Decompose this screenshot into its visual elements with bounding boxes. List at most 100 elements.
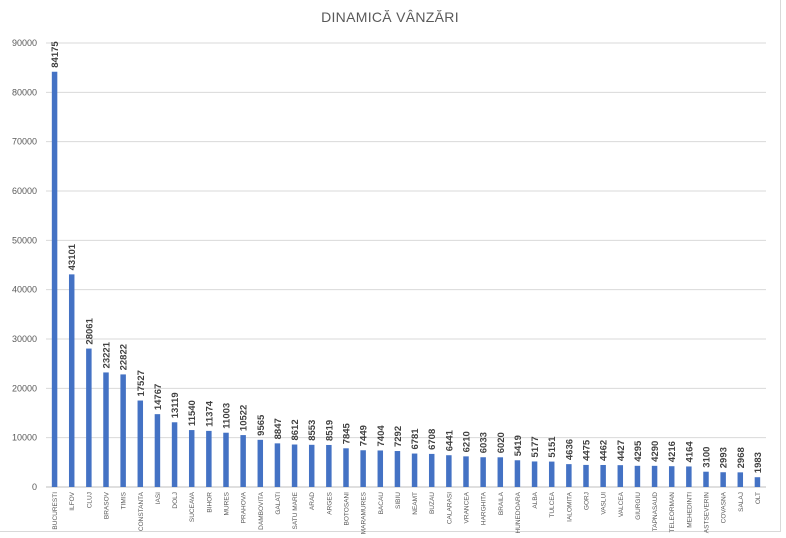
- x-tick-label: VALCEA: [618, 491, 625, 517]
- data-label: 9565: [256, 414, 267, 436]
- x-tick-label: CALARASI: [446, 492, 453, 524]
- bar: [326, 444, 332, 487]
- bar: [428, 453, 435, 487]
- data-label: 11374: [204, 400, 215, 427]
- bar: [703, 471, 709, 487]
- bar: [497, 457, 504, 487]
- x-tick-label: SALAJ: [738, 492, 745, 512]
- data-label: 4462: [599, 440, 610, 461]
- bar: [68, 274, 75, 487]
- bar: [411, 453, 418, 487]
- x-tick-label: OLT: [755, 492, 762, 504]
- x-tick-label: HUNEDOARA: [515, 491, 522, 533]
- bar: [223, 432, 229, 487]
- data-label: 2993: [719, 447, 730, 468]
- y-tick-label: 90000: [12, 38, 37, 48]
- bar: [343, 448, 349, 487]
- data-label: 4216: [667, 441, 678, 462]
- bar: [617, 465, 624, 487]
- data-label: 7845: [342, 422, 353, 444]
- x-tick-label: PRAHOVA: [241, 491, 248, 523]
- x-tick-label: ARAD: [309, 492, 316, 510]
- bar: [394, 451, 401, 487]
- x-tick-label: NEAMT: [412, 492, 419, 515]
- x-tick-label: BIHOR: [206, 492, 213, 513]
- x-tick-label: SUCEAVA: [189, 491, 196, 522]
- bar: [600, 464, 606, 487]
- x-tick-label: TIMIS: [121, 491, 128, 509]
- data-label: 6441: [444, 429, 455, 451]
- y-tick-label: 70000: [12, 137, 37, 147]
- data-label: 5419: [513, 435, 524, 456]
- x-tick-label: ARGES: [326, 491, 333, 514]
- bar: [377, 450, 384, 487]
- x-tick-label: ILFOV: [69, 491, 76, 510]
- x-tick-label: ASTSEVERIN: [704, 492, 711, 533]
- data-label: 6033: [479, 432, 490, 453]
- bar: [668, 466, 675, 487]
- data-label: 7449: [359, 425, 370, 446]
- x-tick-label: BUZAU: [429, 492, 436, 514]
- bar: [103, 372, 109, 487]
- bar: [137, 400, 144, 487]
- bar: [274, 443, 281, 487]
- bar: [514, 460, 521, 487]
- bar: [154, 414, 161, 487]
- data-label: 4290: [650, 441, 661, 462]
- data-label: 43101: [67, 243, 78, 270]
- y-tick-label: 80000: [12, 87, 37, 97]
- bar: [240, 435, 246, 487]
- data-label: 13119: [170, 392, 181, 418]
- data-label: 22822: [119, 344, 130, 370]
- bar: [51, 71, 58, 487]
- x-tick-label: TAPNASAUD: [652, 492, 659, 532]
- data-label: 4164: [684, 441, 695, 463]
- x-tick-label: MURES: [224, 491, 231, 515]
- bar: [257, 439, 264, 487]
- bar: [634, 465, 641, 487]
- data-label: 4295: [633, 440, 644, 462]
- bar: [360, 450, 366, 487]
- data-label: 6781: [410, 428, 421, 450]
- x-tick-label: SATU MARE: [292, 491, 299, 529]
- x-tick-label: ALBA: [532, 491, 539, 508]
- x-tick-label: GALATI: [275, 492, 282, 515]
- bar: [566, 464, 572, 487]
- bar: [120, 374, 126, 487]
- data-label: 4427: [616, 440, 627, 461]
- y-tick-label: 60000: [12, 186, 37, 196]
- bar: [531, 461, 538, 487]
- x-tick-label: CLUJ: [86, 492, 93, 508]
- data-label: 4636: [564, 439, 575, 460]
- data-label: 11540: [187, 400, 198, 426]
- data-label: 7292: [393, 426, 404, 447]
- data-label: 2968: [736, 447, 747, 468]
- bar: [583, 464, 589, 487]
- bar: [171, 422, 178, 487]
- data-label: 8553: [307, 420, 318, 441]
- bar: [188, 430, 195, 487]
- bar: [480, 457, 486, 487]
- bar: [737, 472, 744, 487]
- data-label: 23221: [102, 341, 113, 368]
- x-tick-label: GORJ: [584, 492, 591, 510]
- data-label: 4475: [582, 439, 593, 461]
- data-label: 11003: [222, 403, 233, 429]
- data-label: 5151: [547, 436, 558, 458]
- y-tick-label: 50000: [12, 235, 37, 245]
- bar: [291, 444, 298, 487]
- x-tick-label: DAMBOVITA: [258, 491, 265, 529]
- data-label: 10522: [239, 405, 250, 431]
- bar: [651, 465, 658, 487]
- x-tick-label: SIBIU: [395, 492, 402, 509]
- bar: [463, 456, 469, 487]
- data-label: 5177: [530, 436, 541, 457]
- bar: [754, 477, 761, 487]
- data-label: 1983: [753, 452, 764, 473]
- y-tick-label: 40000: [12, 285, 37, 295]
- bar: [446, 455, 452, 487]
- x-tick-label: BOTOSANI: [344, 492, 351, 526]
- x-tick-label: MEHEDINTI: [686, 492, 693, 528]
